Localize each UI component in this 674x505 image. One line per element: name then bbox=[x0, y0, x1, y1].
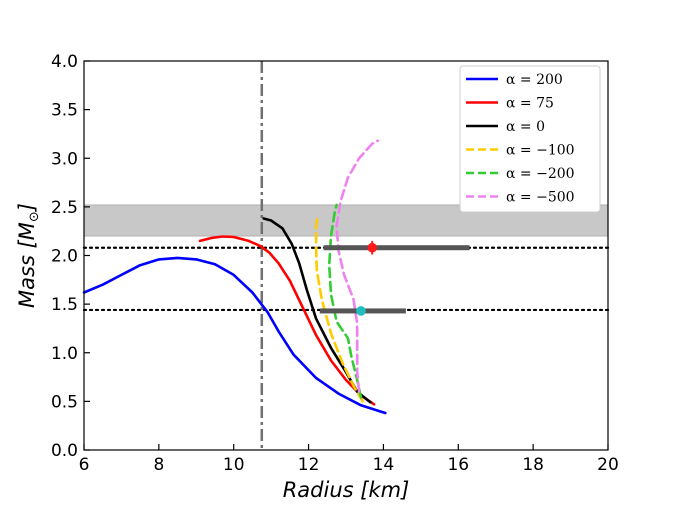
observation-x-errorbar-0 bbox=[323, 245, 470, 251]
series-line-4 bbox=[327, 203, 363, 399]
legend-label-0: α = 200 bbox=[506, 72, 563, 88]
y-axis-title-sub: ⊙ bbox=[27, 211, 42, 222]
x-tick-label-3: 12 bbox=[298, 455, 320, 475]
legend-label-3: α = −100 bbox=[506, 143, 575, 159]
x-tick-label-6: 18 bbox=[522, 455, 544, 475]
series-line-1 bbox=[198, 235, 376, 406]
y-tick-label-5: 2.5 bbox=[51, 198, 78, 218]
legend-label-5: α = −500 bbox=[506, 190, 575, 206]
x-tick-label-7: 20 bbox=[597, 455, 619, 475]
series-line-2 bbox=[262, 217, 372, 404]
y-tick-label-7: 3.5 bbox=[51, 101, 78, 121]
y-tick-label-8: 4.0 bbox=[51, 52, 78, 72]
x-tick-label-4: 14 bbox=[373, 455, 395, 475]
y-tick-label-4: 2.0 bbox=[51, 247, 78, 267]
y-tick-label-2: 1.0 bbox=[51, 344, 78, 364]
series-line-0 bbox=[82, 256, 387, 415]
x-tick-label-0: 6 bbox=[79, 455, 90, 475]
y-tick-label-1: 0.5 bbox=[51, 392, 78, 412]
legend-label-1: α = 75 bbox=[506, 96, 554, 112]
y-axis-title-close: ] bbox=[15, 203, 39, 212]
x-tick-label-2: 10 bbox=[223, 455, 245, 475]
series-line-5 bbox=[335, 139, 380, 393]
y-axis-title-main: Mass [M bbox=[15, 222, 39, 308]
y-tick-label-6: 3.0 bbox=[51, 149, 78, 169]
legend-label-2: α = 0 bbox=[506, 119, 545, 135]
observation-marker-1 bbox=[356, 306, 366, 316]
series-line-3 bbox=[314, 213, 365, 403]
x-tick-label-1: 8 bbox=[153, 455, 164, 475]
y-axis-title: Mass [M⊙] bbox=[15, 203, 42, 308]
y-tick-label-0: 0.0 bbox=[51, 441, 78, 461]
x-tick-label-5: 16 bbox=[447, 455, 469, 475]
observation-marker-0 bbox=[367, 242, 378, 253]
legend: α = 200 α = 75 α = 0 α = −100 α = −200 α = −5… bbox=[459, 65, 601, 213]
y-tick-label-3: 1.5 bbox=[51, 295, 78, 315]
svg-text:Mass [M⊙]: Mass [M⊙] bbox=[15, 203, 42, 308]
x-axis-title: Radius [km] bbox=[283, 478, 410, 502]
legend-label-4: α = −200 bbox=[506, 166, 575, 182]
